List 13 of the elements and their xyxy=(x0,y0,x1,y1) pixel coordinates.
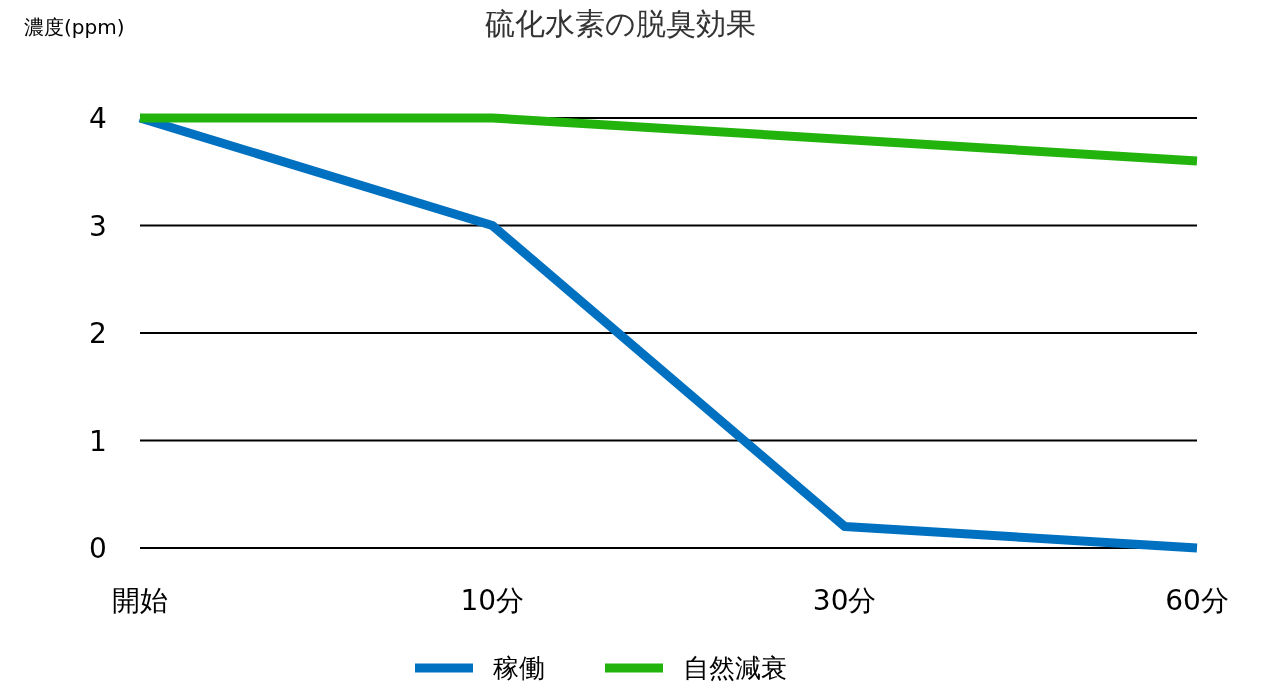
chart-title: 硫化水素の脱臭効果 xyxy=(484,6,756,41)
y-tick-label: 0 xyxy=(89,532,107,565)
y-axis-title: 濃度(ppm) xyxy=(24,15,125,39)
y-tick-label: 4 xyxy=(89,102,107,135)
x-tick-label: 開始 xyxy=(112,584,168,617)
y-tick-label: 3 xyxy=(89,209,107,243)
x-tick-label: 30分 xyxy=(812,584,877,617)
x-tick-label: 10分 xyxy=(460,584,525,617)
y-tick-label: 1 xyxy=(89,424,107,458)
legend-label: 自然減衰 xyxy=(683,653,787,683)
legend-label: 稼働 xyxy=(493,653,545,683)
x-tick-label: 60分 xyxy=(1165,584,1229,617)
y-tick-label: 2 xyxy=(89,317,107,350)
